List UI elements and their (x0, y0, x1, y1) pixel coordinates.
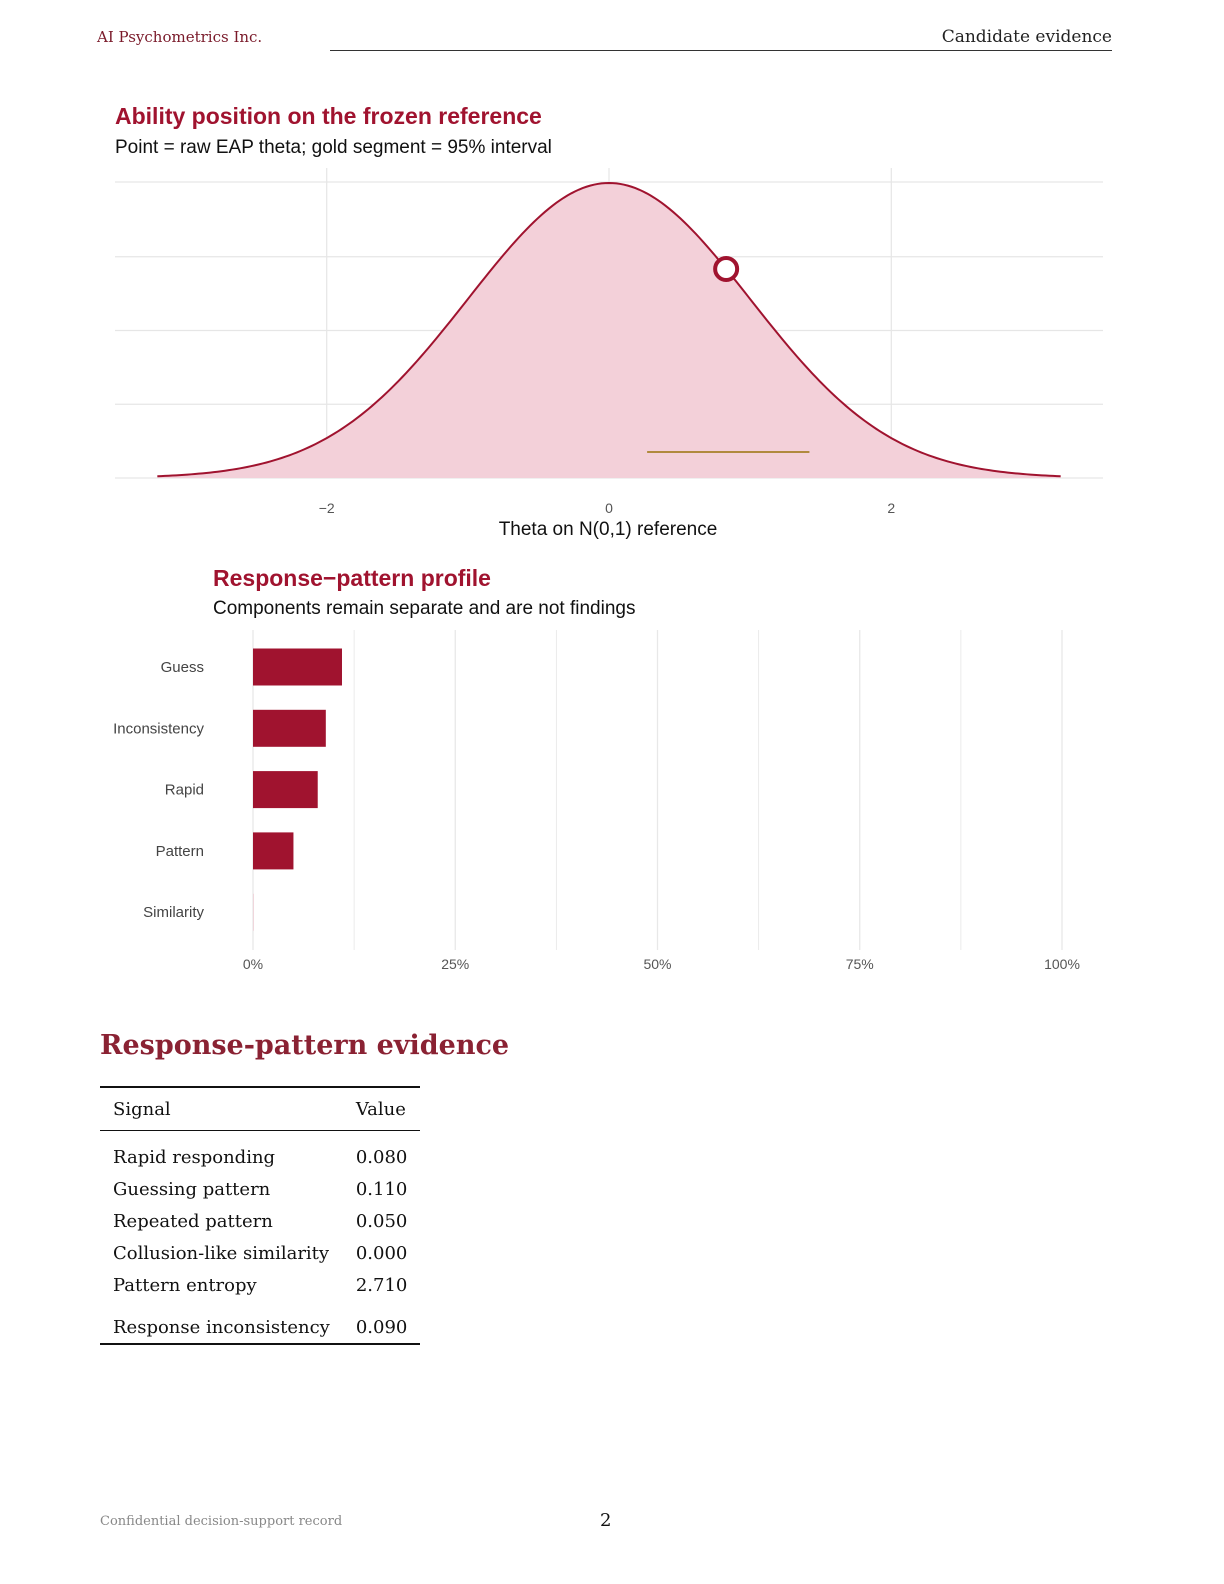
x-tick-label: 25% (441, 956, 469, 972)
value-cell: 0.050 (355, 1210, 408, 1232)
signal-cell: Guessing pattern (113, 1178, 271, 1200)
x-tick-label: 50% (643, 956, 671, 972)
signal-cell: Pattern entropy (113, 1274, 257, 1296)
ability-chart: −2 0 2 Theta on N(0,1) reference (115, 168, 1103, 540)
ability-chart-subtitle: Point = raw EAP theta; gold segment = 95… (115, 137, 552, 158)
profile-chart-grid (252, 630, 1063, 950)
profile-category-labels: Guess Inconsistency Rapid Pattern Similarity (113, 659, 204, 921)
signal-cell: Rapid responding (113, 1146, 276, 1168)
signal-cell: Response inconsistency (113, 1316, 330, 1338)
profile-chart: Guess Inconsistency Rapid Pattern Similarity… (113, 630, 1080, 972)
table-row: Pattern entropy 2.710 (100, 1269, 420, 1301)
profile-chart-title: Response−pattern profile (213, 565, 491, 591)
x-tick-label: 0 (605, 500, 613, 516)
theta-point (713, 255, 740, 282)
company-name: AI Psychometrics Inc. (97, 28, 263, 46)
category-label: Rapid (165, 782, 204, 799)
column-header-signal: Signal (113, 1098, 171, 1120)
table-row: Response inconsistency 0.090 (100, 1301, 421, 1344)
x-tick-label: 2 (887, 500, 895, 516)
ability-x-ticks: −2 0 2 (319, 500, 896, 516)
x-tick-label: 75% (846, 956, 874, 972)
x-tick-label: 100% (1044, 956, 1080, 972)
category-label: Pattern (156, 843, 204, 860)
section-title: Response-pattern evidence (100, 1030, 510, 1061)
value-cell: 2.710 (355, 1274, 408, 1296)
x-tick-label: −2 (319, 500, 335, 516)
density-area (157, 183, 1061, 478)
value-cell: 0.090 (355, 1316, 408, 1338)
value-cell: 0.000 (355, 1242, 408, 1264)
value-cell: 0.110 (355, 1178, 408, 1200)
density-curve (157, 181, 1061, 478)
table-row: Guessing pattern 0.110 (100, 1173, 420, 1205)
table-row: Repeated pattern 0.050 (100, 1205, 420, 1237)
profile-x-ticks: 0% 25% 50% 75% 100% (243, 956, 1080, 972)
signal-cell: Repeated pattern (113, 1210, 273, 1232)
column-header-value: Value (355, 1098, 406, 1120)
category-label: Similarity (143, 904, 204, 921)
category-label: Guess (161, 659, 204, 676)
bar-inconsistency (253, 709, 326, 747)
table-header-row: Signal Value (100, 1087, 421, 1131)
category-label: Inconsistency (113, 720, 204, 737)
table-row: Rapid responding 0.080 (100, 1131, 420, 1174)
header-rule (330, 50, 1112, 51)
value-cell: 0.080 (355, 1146, 408, 1168)
table-row: Collusion-like similarity 0.000 (100, 1237, 420, 1269)
signal-cell: Collusion-like similarity (113, 1242, 330, 1264)
running-header-section: Candidate evidence (941, 27, 1112, 47)
footer-confidential-note: Confidential decision-support record (100, 1514, 343, 1529)
ability-x-axis-label: Theta on N(0,1) reference (499, 519, 718, 540)
ability-chart-title: Ability position on the frozen reference (115, 103, 542, 129)
x-tick-label: 0% (243, 956, 263, 972)
profile-chart-subtitle: Components remain separate and are not f… (213, 598, 636, 619)
evidence-table: Signal Value Rapid responding 0.080 Gues… (100, 1086, 421, 1345)
profile-bars (253, 648, 342, 931)
page-number: 2 (600, 1510, 612, 1531)
bar-guess (253, 648, 342, 686)
bar-rapid (253, 771, 318, 809)
bar-pattern (253, 832, 294, 870)
